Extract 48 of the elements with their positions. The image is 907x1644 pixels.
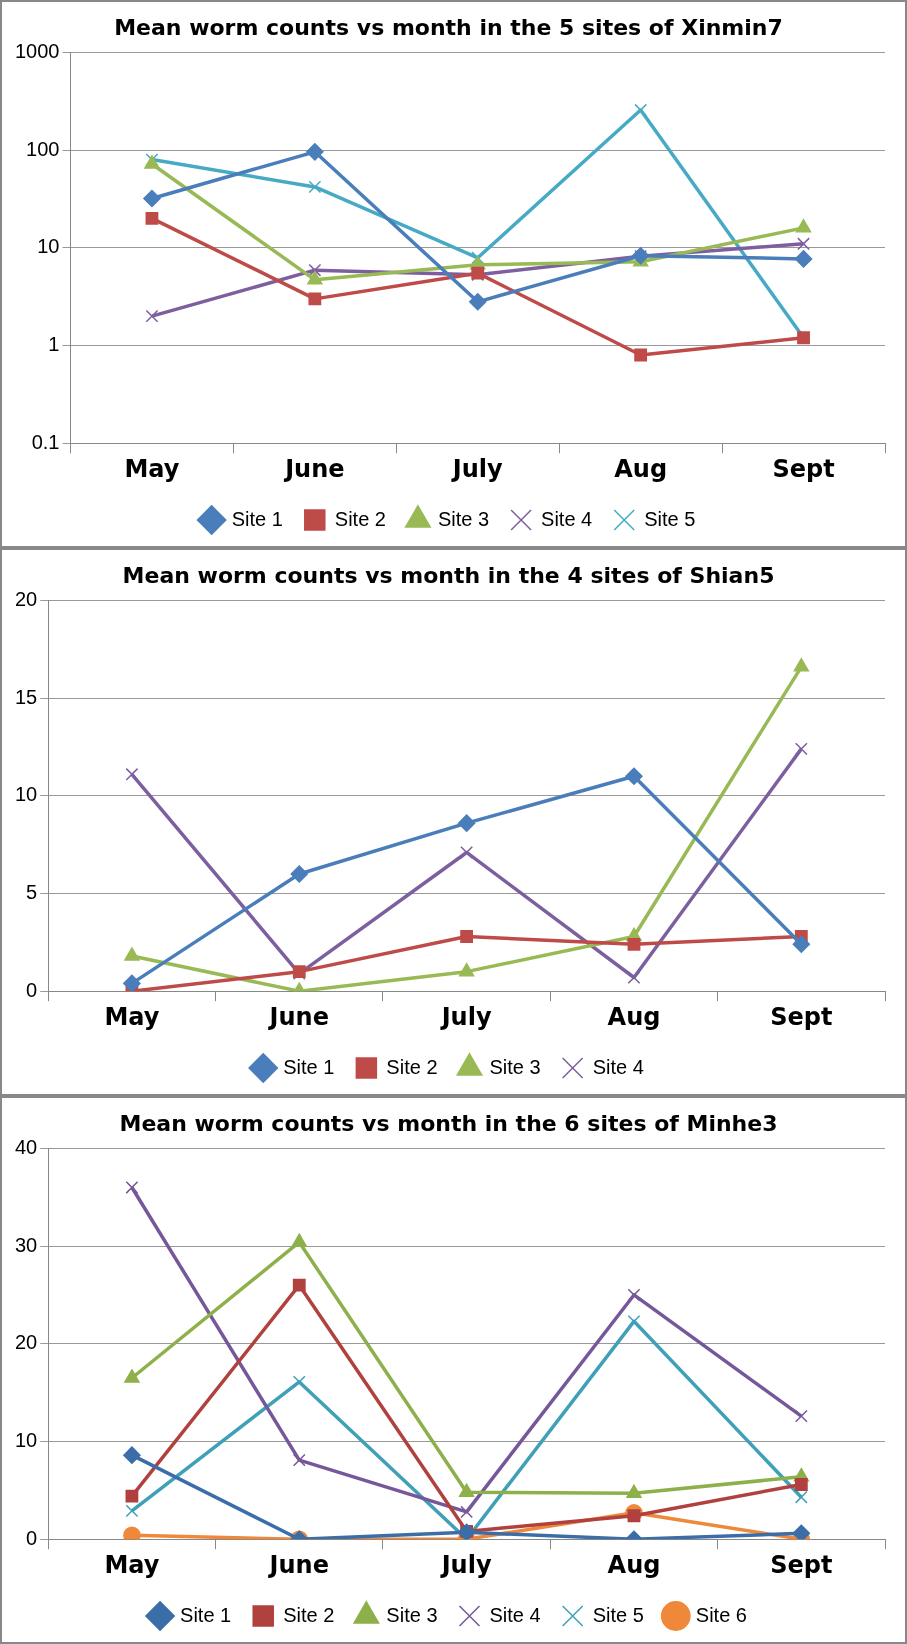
y-tick-label: 15: [15, 685, 38, 708]
x-tick-label: May: [104, 1002, 160, 1031]
y-tick-label: 0: [26, 1526, 38, 1549]
x-tick-label: July: [439, 1550, 492, 1579]
y-tick-label: 30: [15, 1233, 38, 1256]
x-tick-label: Sept: [772, 454, 835, 483]
y-tick-label: 0: [26, 978, 38, 1001]
x-tick-label: Sept: [770, 1002, 833, 1031]
legend-label: Site 4: [541, 507, 593, 530]
y-tick-label: 20: [15, 1331, 38, 1354]
legend-label: Site 4: [592, 1055, 644, 1078]
y-tick-label: 10: [37, 235, 60, 258]
legend-label: Site 2: [334, 507, 386, 530]
y-tick-label: 10: [15, 1429, 38, 1452]
x-tick-label: July: [439, 1002, 492, 1031]
legend-label: Site 1: [231, 507, 283, 530]
legend-label: Site 2: [386, 1055, 438, 1078]
legend-label: Site 6: [695, 1603, 747, 1626]
x-tick-label: Aug: [607, 1550, 661, 1579]
x-tick-label: Aug: [614, 454, 668, 483]
y-tick-label: 10: [15, 783, 38, 806]
legend-label: Site 5: [644, 507, 696, 530]
x-tick-label: July: [450, 454, 504, 483]
legend-label: Site 3: [489, 1055, 541, 1078]
legend-label: Site 2: [283, 1603, 335, 1626]
x-tick-label: May: [104, 1550, 160, 1579]
y-tick-label: 40: [15, 1135, 38, 1158]
y-tick-label: 100: [26, 137, 60, 160]
y-tick-label: 1000: [14, 39, 60, 62]
legend-label: Site 3: [386, 1603, 438, 1626]
x-tick-label: Sept: [770, 1550, 833, 1579]
x-tick-label: June: [283, 454, 345, 483]
y-tick-label: 1: [48, 333, 60, 356]
legend-label: Site 1: [180, 1603, 232, 1626]
y-tick-label: 5: [26, 881, 38, 904]
y-tick-label: 20: [15, 587, 38, 610]
legend-label: Site 5: [592, 1603, 644, 1626]
chart-title: Mean worm counts vs month in the 4 sites of Shian5: [122, 562, 775, 588]
x-tick-label: Aug: [607, 1002, 661, 1031]
chart-title: Mean worm counts vs month in the 5 sites of Xinmin7: [114, 14, 783, 40]
legend-label: Site 4: [489, 1603, 541, 1626]
legend-label: Site 3: [437, 507, 490, 530]
chart-title: Mean worm counts vs month in the 6 sites of Minhe3: [119, 1110, 778, 1136]
x-tick-label: May: [124, 454, 180, 483]
y-tick-label: 0.1: [31, 430, 60, 453]
x-tick-label: June: [267, 1550, 329, 1579]
x-tick-label: June: [267, 1002, 329, 1031]
legend-label: Site 1: [283, 1055, 335, 1078]
